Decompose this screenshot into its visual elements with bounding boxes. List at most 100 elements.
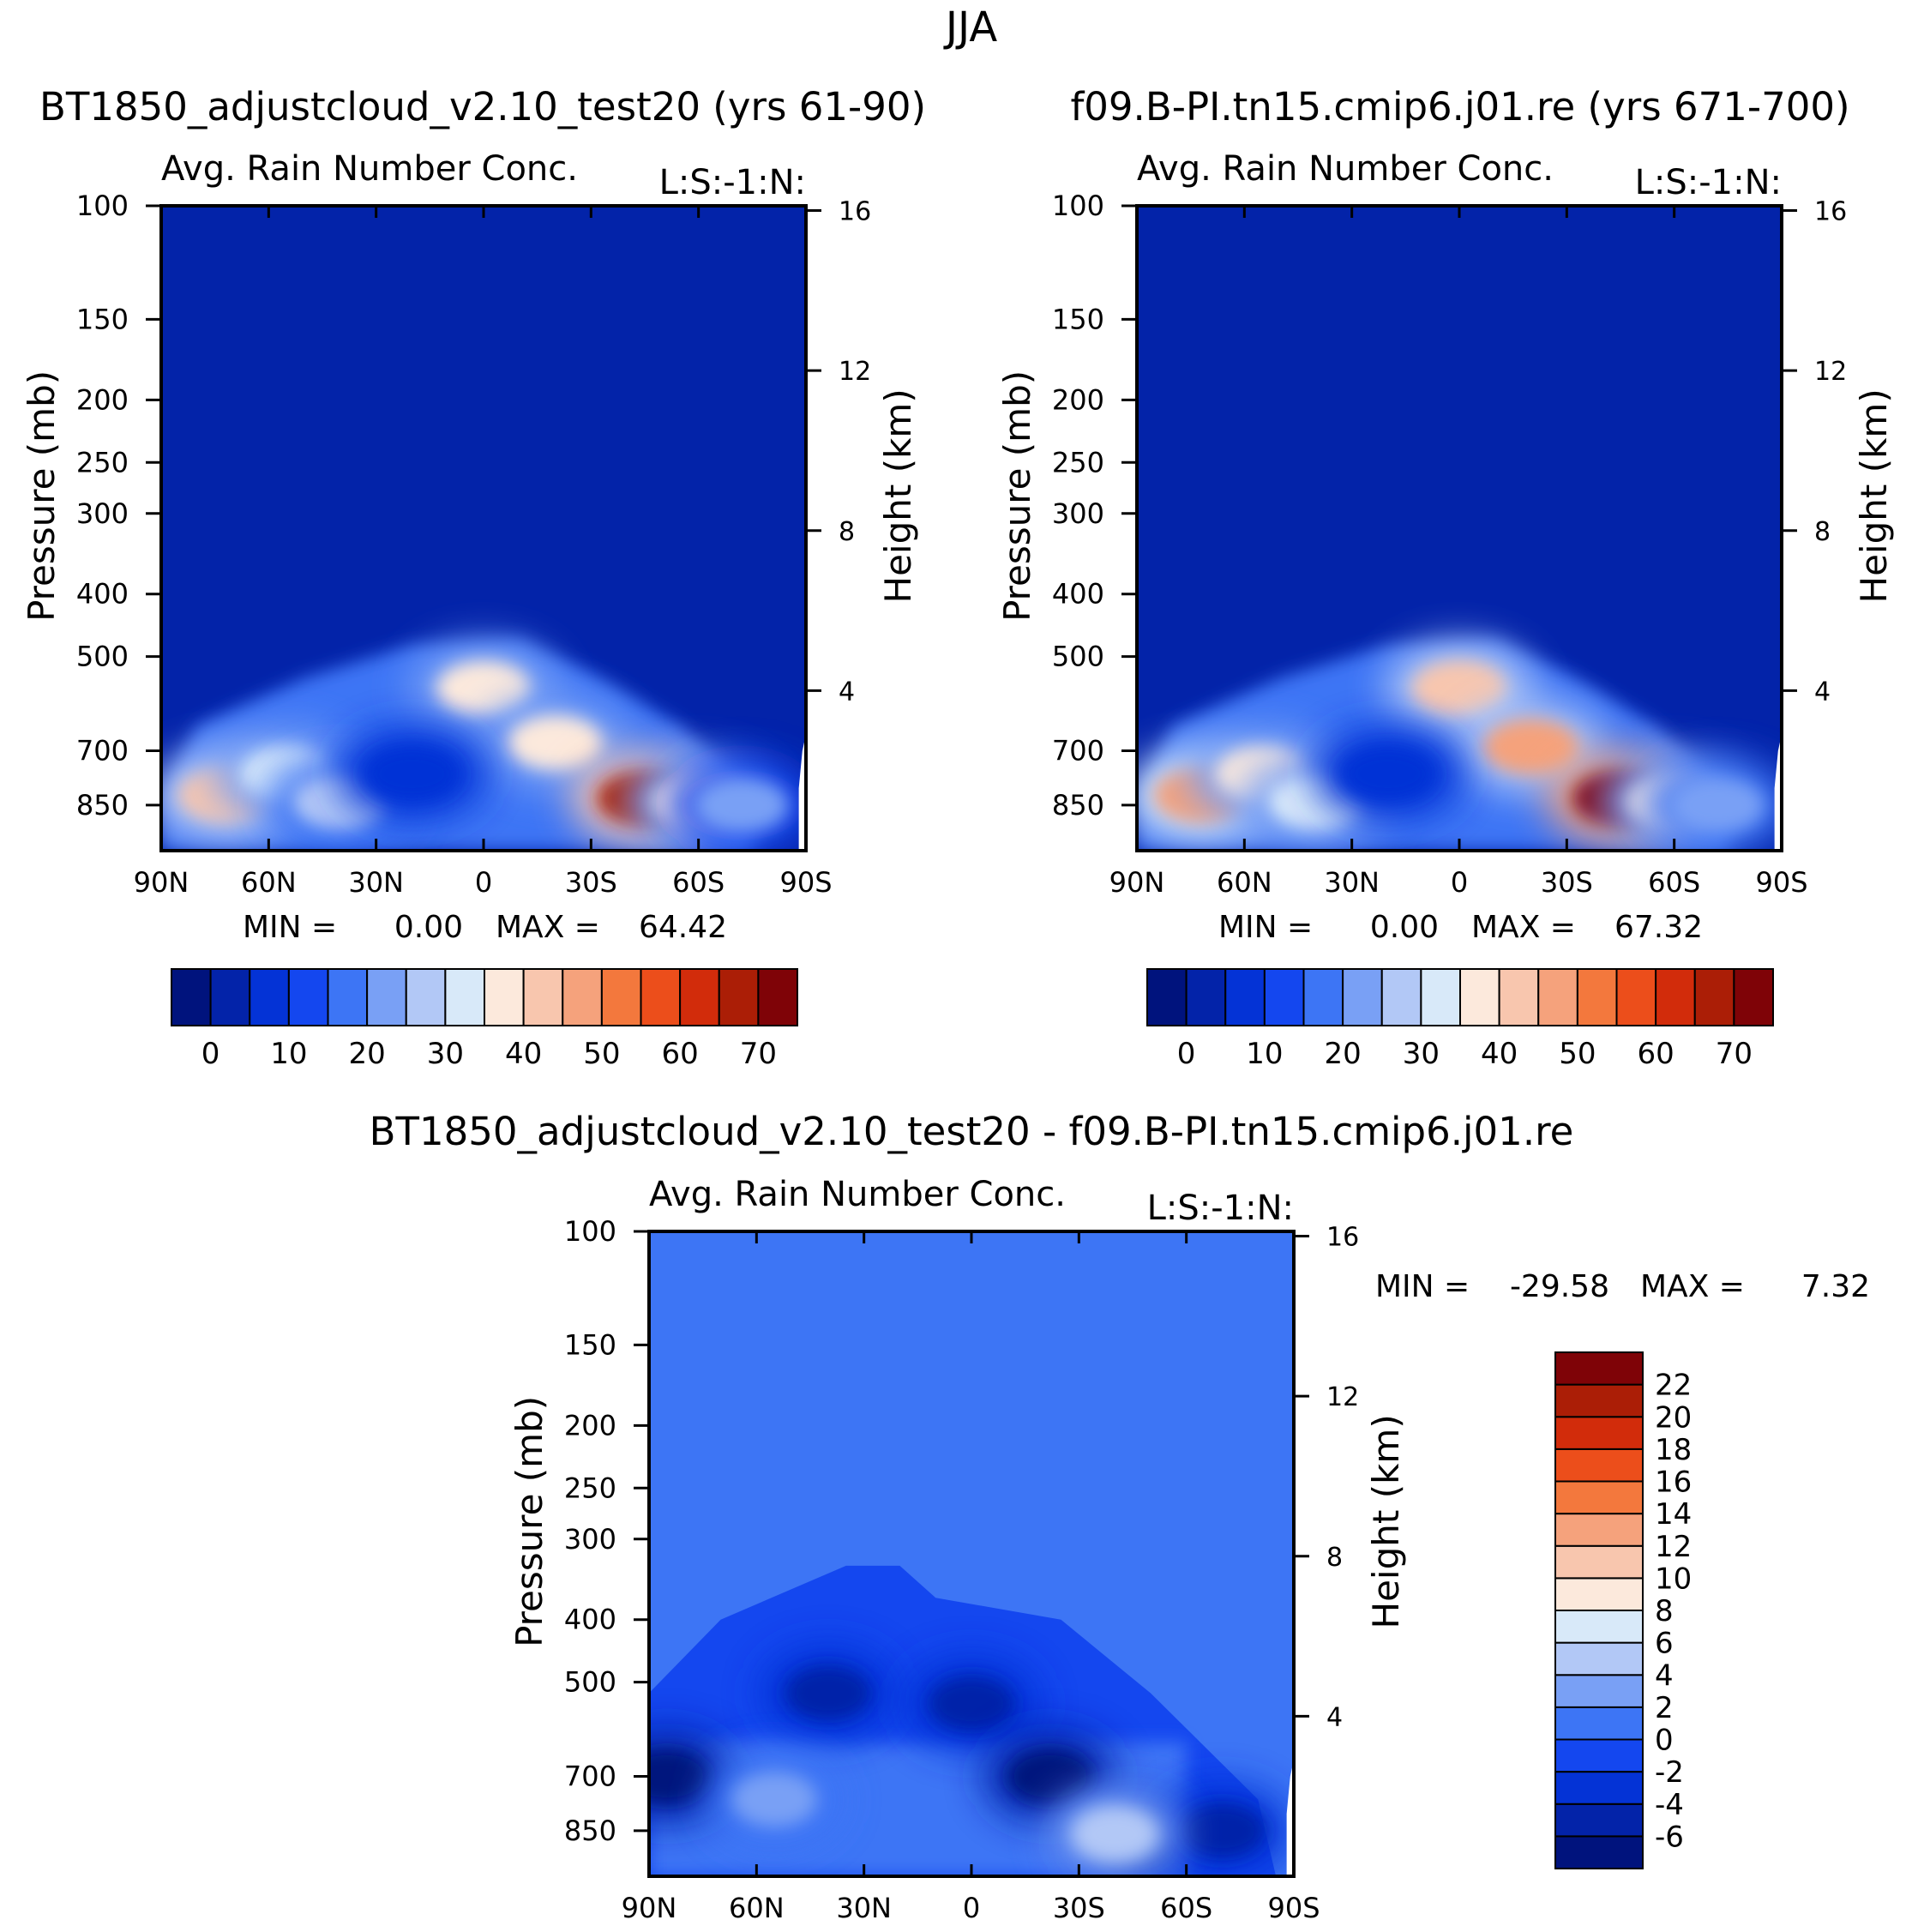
colorbar-label: 0 xyxy=(1177,1037,1196,1071)
x-tick-label: 60N xyxy=(729,1892,785,1924)
colorbar-box xyxy=(1554,1641,1644,1676)
max-label: MAX = xyxy=(1640,1269,1745,1304)
colorbar-label: 10 xyxy=(1246,1037,1283,1071)
colorbar-label: -4 xyxy=(1655,1788,1684,1822)
colorbar-box xyxy=(171,968,212,1026)
colorbar-label: 10 xyxy=(1655,1562,1692,1596)
colorbar-label: 10 xyxy=(270,1037,307,1071)
colorbar-box xyxy=(1380,968,1422,1026)
y-tick-label: 150 xyxy=(76,303,129,335)
colorbar-label: 0 xyxy=(201,1037,220,1071)
panel-subtitle-code: L:S:-1:N: xyxy=(1147,1189,1294,1228)
y-right-tick-label: 8 xyxy=(1814,517,1831,547)
colorbar-box xyxy=(366,968,407,1026)
colorbar-box xyxy=(1498,968,1540,1026)
y-right-axis-label: Height (km) xyxy=(877,388,919,603)
x-tick-label: 90N xyxy=(622,1892,677,1924)
y-tick-label: 700 xyxy=(76,735,129,767)
y-right-tick-label: 12 xyxy=(1326,1382,1359,1412)
panel-subtitle: Avg. Rain Number Conc. xyxy=(161,149,578,189)
colorbar-label: 30 xyxy=(427,1037,464,1071)
x-tick-label: 90N xyxy=(1109,866,1165,899)
y-tick-label: 150 xyxy=(564,1328,616,1361)
feature-core xyxy=(1072,1806,1158,1862)
colorbar-label: 6 xyxy=(1655,1627,1674,1661)
colorbar-box xyxy=(1693,968,1735,1026)
x-tick-label: 0 xyxy=(963,1892,980,1924)
min-value: 0.00 xyxy=(394,910,463,945)
missing-data-mask xyxy=(1286,1760,1294,1876)
y-tick-label: 850 xyxy=(564,1815,616,1847)
feature-core xyxy=(1483,719,1578,774)
y-right-axis-label: Height (km) xyxy=(1365,1414,1407,1628)
figure-title: JJA xyxy=(943,3,997,51)
colorbar-label: 18 xyxy=(1655,1433,1692,1467)
colorbar-box xyxy=(640,968,682,1026)
colorbar-box xyxy=(1554,1803,1644,1838)
colorbar-box xyxy=(600,968,642,1026)
y-right-tick-label: 4 xyxy=(839,677,855,707)
colorbar-box xyxy=(562,968,603,1026)
y-tick-label: 300 xyxy=(76,497,129,530)
feature-core xyxy=(1179,1803,1266,1858)
colorbar-label: -6 xyxy=(1655,1820,1684,1854)
max-label: MAX = xyxy=(496,910,600,945)
y-tick-label: 200 xyxy=(76,383,129,416)
heatmap-field xyxy=(649,1231,1294,1876)
colorbar-box xyxy=(1263,968,1305,1026)
colorbar-label: 60 xyxy=(1637,1037,1674,1071)
colorbar-box xyxy=(1554,1416,1644,1450)
y-tick-label: 500 xyxy=(1052,641,1104,673)
colorbar-box xyxy=(484,968,525,1026)
y-tick-label: 400 xyxy=(564,1604,616,1636)
y-right-tick-label: 16 xyxy=(1814,197,1847,227)
missing-data-mask xyxy=(1774,734,1782,851)
feature-core xyxy=(1669,777,1765,833)
colorbar-label: 50 xyxy=(583,1037,620,1071)
x-tick-label: 0 xyxy=(475,866,492,899)
y-right-tick-label: 8 xyxy=(1326,1543,1343,1573)
y-tick-label: 100 xyxy=(564,1215,616,1248)
panel-difference: BT1850_adjustcloud_v2.10_test20 - f09.B-… xyxy=(370,1109,1870,1924)
y-tick-label: 850 xyxy=(76,789,129,822)
colorbar-box xyxy=(1615,968,1657,1026)
colorbar-box xyxy=(1459,968,1500,1026)
min-value: -29.58 xyxy=(1510,1269,1609,1304)
colorbar-box xyxy=(1554,1513,1644,1547)
colorbar-box xyxy=(1420,968,1461,1026)
y-tick-label: 400 xyxy=(76,578,129,611)
max-value: 7.32 xyxy=(1801,1269,1870,1304)
y-right-tick-label: 4 xyxy=(1814,677,1831,707)
colorbar-label: 70 xyxy=(1716,1037,1753,1071)
y-tick-label: 100 xyxy=(1052,190,1104,222)
y-axis-label: Pressure (mb) xyxy=(996,370,1038,622)
colorbar-box xyxy=(522,968,564,1026)
colorbar-box xyxy=(1554,1480,1644,1515)
colorbar-box xyxy=(718,968,760,1026)
colorbar-box xyxy=(1146,968,1187,1026)
heatmap-field xyxy=(161,206,806,851)
y-tick-label: 200 xyxy=(564,1409,616,1441)
y-right-tick-label: 12 xyxy=(839,357,871,387)
colorbar-label: 40 xyxy=(1481,1037,1518,1071)
panel-test20: BT1850_adjustcloud_v2.10_test20 (yrs 61-… xyxy=(21,84,926,1071)
colorbar-box xyxy=(1554,1577,1644,1611)
colorbar-box xyxy=(327,968,369,1026)
y-tick-label: 200 xyxy=(1052,383,1104,416)
colorbar-box xyxy=(1554,1835,1644,1869)
feature-core xyxy=(929,1676,1014,1731)
colorbar-box xyxy=(1224,968,1266,1026)
colorbar: 0 10 20 30 40 50 60 70 xyxy=(171,968,798,1071)
x-tick-label: 30S xyxy=(1541,866,1593,899)
feature-core xyxy=(1340,746,1435,802)
y-tick-label: 400 xyxy=(1052,578,1104,611)
y-right-tick-label: 16 xyxy=(839,197,871,227)
feature-core xyxy=(436,660,531,716)
colorbar-label: 14 xyxy=(1655,1497,1692,1532)
colorbar-label: 22 xyxy=(1655,1369,1692,1403)
colorbar-box xyxy=(1537,968,1578,1026)
colorbar-box xyxy=(1554,1383,1644,1418)
colorbar-label: 20 xyxy=(1655,1400,1692,1435)
min-label: MIN = xyxy=(1375,1269,1470,1304)
